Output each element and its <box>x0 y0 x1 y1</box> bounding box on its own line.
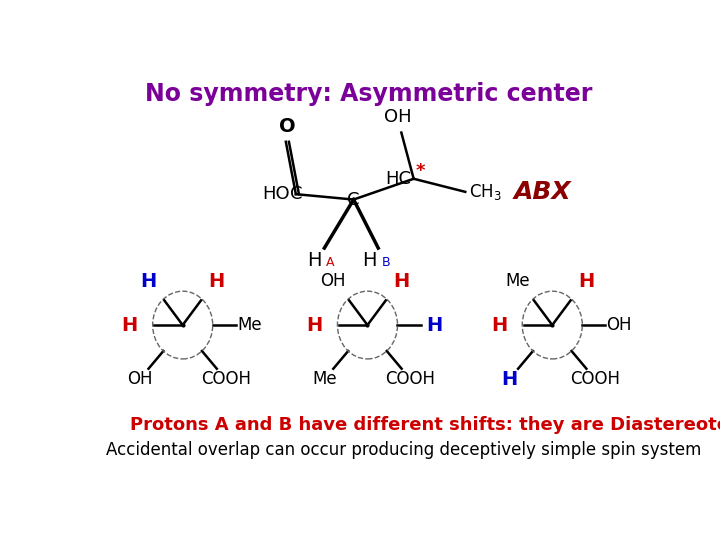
Text: H: H <box>362 251 377 270</box>
Text: OH: OH <box>320 272 346 291</box>
Text: No symmetry: Asymmetric center: No symmetry: Asymmetric center <box>145 82 593 106</box>
Text: HO: HO <box>262 185 289 203</box>
Text: H: H <box>209 272 225 291</box>
Text: Me: Me <box>505 272 531 291</box>
Text: H: H <box>501 370 518 389</box>
Text: HC: HC <box>385 170 411 188</box>
Text: A: A <box>326 256 334 269</box>
Text: H: H <box>578 272 595 291</box>
Text: CH$_3$: CH$_3$ <box>469 182 502 202</box>
Text: O: O <box>279 117 296 136</box>
Text: H: H <box>394 272 410 291</box>
Text: H: H <box>140 272 157 291</box>
Text: H: H <box>307 251 321 270</box>
Text: H: H <box>122 315 138 335</box>
Text: Protons A and B have different shifts: they are Diastereotopic: Protons A and B have different shifts: t… <box>130 416 720 434</box>
Text: OH: OH <box>127 370 153 388</box>
Text: COOH: COOH <box>385 370 436 388</box>
Text: C: C <box>347 191 360 208</box>
Text: H: H <box>306 315 323 335</box>
Text: Accidental overlap can occur producing deceptively simple spin system: Accidental overlap can occur producing d… <box>106 441 701 459</box>
Text: ABX: ABX <box>513 180 571 204</box>
Text: OH: OH <box>384 109 412 126</box>
Text: COOH: COOH <box>570 370 621 388</box>
Text: C: C <box>289 185 302 203</box>
Text: H: H <box>491 315 508 335</box>
Text: H: H <box>426 315 443 335</box>
Text: OH: OH <box>606 316 632 334</box>
Text: *: * <box>416 162 426 180</box>
Text: COOH: COOH <box>201 370 251 388</box>
Text: B: B <box>382 256 390 269</box>
Text: Me: Me <box>312 370 337 388</box>
Text: Me: Me <box>238 316 262 334</box>
